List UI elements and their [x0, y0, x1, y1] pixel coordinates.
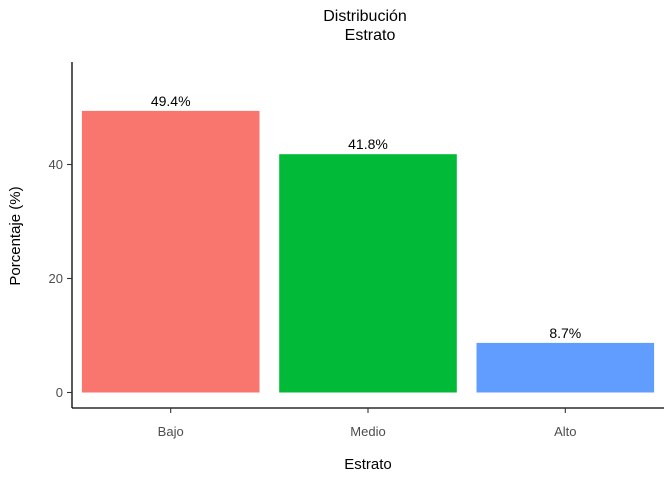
data-label-medio: 41.8%	[348, 136, 388, 152]
bar-alto	[476, 342, 655, 393]
x-tick-label-bajo: Bajo	[158, 424, 184, 439]
bar-bajo	[81, 110, 260, 393]
y-axis-ticks: 0 20 40	[49, 157, 72, 400]
y-tick-label-20: 20	[49, 271, 63, 286]
y-tick-label-0: 0	[56, 385, 63, 400]
data-label-alto: 8.7%	[549, 325, 581, 341]
x-tick-label-medio: Medio	[350, 424, 385, 439]
data-label-bajo: 49.4%	[151, 93, 191, 109]
data-labels-layer: 49.4% 41.8% 8.7%	[151, 93, 581, 341]
y-tick-label-40: 40	[49, 157, 63, 172]
bars-layer	[81, 110, 655, 393]
chart-title: Distribución	[323, 8, 407, 25]
x-tick-label-alto: Alto	[554, 424, 576, 439]
chart-subtitle: Estrato	[345, 27, 396, 44]
x-axis-ticks: Bajo Medio Alto	[158, 408, 577, 439]
y-axis-title: Porcentaje (%)	[7, 186, 24, 285]
x-axis-title: Estrato	[344, 456, 392, 473]
bar-medio	[279, 154, 457, 393]
